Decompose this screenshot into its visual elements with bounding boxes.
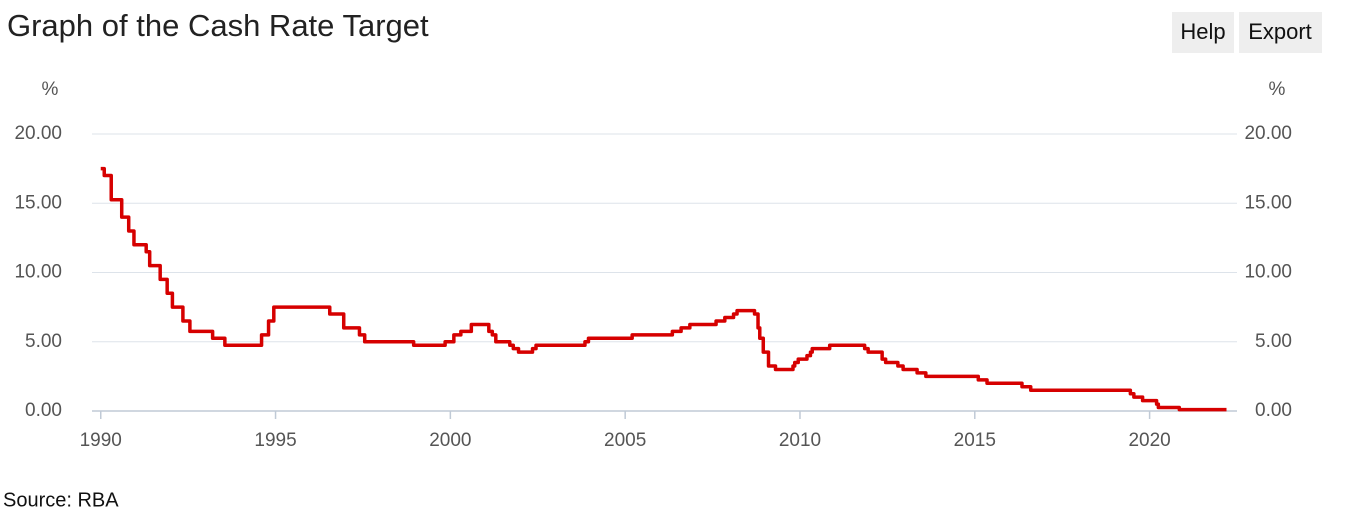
y-tick-label: 10.00 <box>14 262 62 283</box>
y-tick-label: 15.00 <box>14 192 62 213</box>
x-tick-label: 1990 <box>80 430 122 451</box>
x-tick-label: 2015 <box>954 430 996 451</box>
data-line <box>100 166 1227 412</box>
y2-tick-label: 15.00 <box>1244 192 1292 213</box>
y-tick-label: 0.00 <box>25 400 62 421</box>
y2-tick-label: 10.00 <box>1244 262 1292 283</box>
y-tick-label: 20.00 <box>14 123 62 144</box>
x-tick-label: 2005 <box>604 430 646 451</box>
source-note: Source: RBA <box>3 489 119 511</box>
x-tick-label: 2020 <box>1128 430 1170 451</box>
export-button-label[interactable]: Export <box>1248 19 1312 44</box>
y2-tick-label: 20.00 <box>1244 123 1292 144</box>
chart-title: Graph of the Cash Rate Target <box>7 8 429 43</box>
y-axis-unit: % <box>42 79 59 100</box>
help-button[interactable] <box>1172 12 1234 53</box>
x-tick-label: 1995 <box>254 430 296 451</box>
y2-tick-label: 0.00 <box>1255 400 1292 421</box>
x-tick-label: 2000 <box>429 430 471 451</box>
export-button[interactable] <box>1239 12 1322 53</box>
help-button-label[interactable]: Help <box>1180 19 1225 44</box>
y-tick-label: 5.00 <box>25 331 62 352</box>
x-tick-label: 2010 <box>779 430 821 451</box>
y2-tick-label: 5.00 <box>1255 331 1292 352</box>
y2-axis-unit: % <box>1269 79 1286 100</box>
